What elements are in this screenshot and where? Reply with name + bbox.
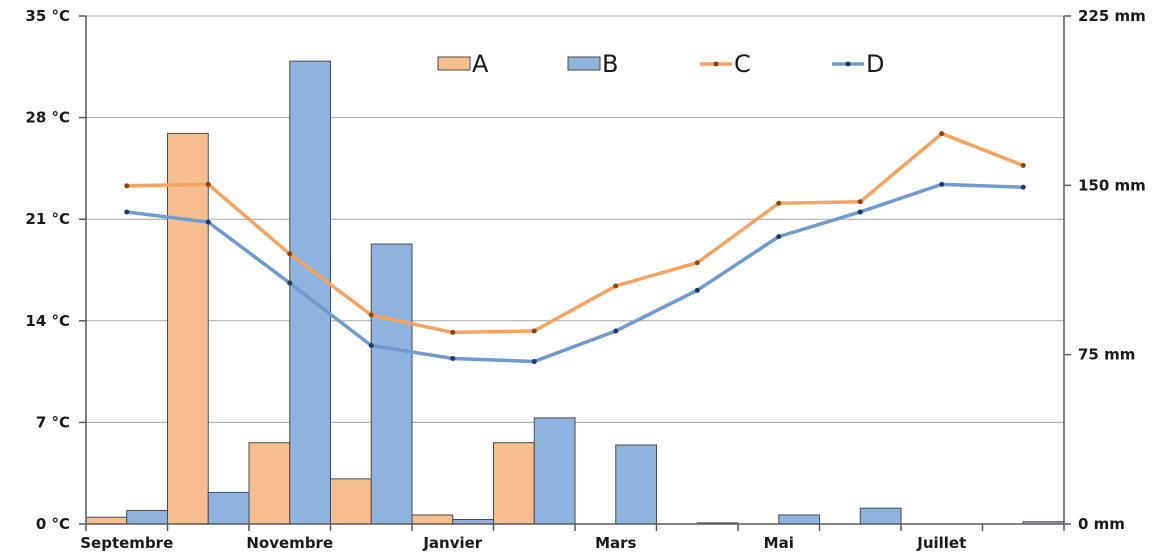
x-axis-tick-label: Mai (764, 534, 794, 552)
legend-marker-d (845, 61, 851, 67)
legend: A B C D (437, 50, 884, 78)
right-axis-tick-label: 150 mm (1078, 176, 1146, 194)
legend-label-a: A (472, 50, 489, 78)
point-c (124, 183, 130, 189)
point-c (939, 131, 945, 137)
bars (85, 60, 1065, 525)
point-d (776, 234, 782, 240)
right-axis-tick-label: 75 mm (1078, 346, 1135, 364)
left-axis-tick-label: 21 °C (25, 210, 70, 228)
bar-a (493, 442, 535, 525)
point-c (857, 199, 863, 205)
point-d (1020, 184, 1026, 190)
bar-b (615, 444, 657, 525)
bar-b (533, 417, 576, 525)
bar-b (370, 243, 413, 525)
point-d (287, 280, 293, 286)
point-d (613, 328, 619, 334)
point-c (368, 312, 374, 318)
lines (124, 131, 1026, 364)
point-c (531, 328, 537, 334)
left-axis-tick-label: 28 °C (25, 109, 70, 127)
right-axis-tick-label: 225 mm (1078, 7, 1146, 25)
point-d (694, 287, 700, 293)
legend-label-c: C (734, 50, 751, 78)
bar-b (859, 507, 902, 525)
axes (79, 15, 1071, 531)
point-d (368, 342, 374, 348)
left-axis-tick-label: 14 °C (25, 312, 70, 330)
x-axis-tick-label: Mars (595, 534, 636, 552)
left-axis-tick-label: 35 °C (25, 7, 70, 25)
right-axis-tick-label: 0 mm (1078, 515, 1125, 533)
point-d (205, 219, 211, 225)
bar-b (778, 514, 820, 525)
bar-b (289, 60, 331, 525)
point-c (613, 283, 619, 289)
legend-swatch-b (567, 56, 601, 71)
x-axis-tick-label: Novembre (246, 534, 333, 552)
point-c (450, 329, 456, 335)
bar-b (126, 509, 168, 525)
legend-swatch-a (437, 56, 471, 71)
point-c (694, 260, 700, 266)
bar-a (411, 514, 454, 525)
line-d (126, 182, 1024, 364)
point-c (287, 251, 293, 257)
point-c (776, 200, 782, 206)
x-axis-tick-label: Septembre (80, 534, 173, 552)
point-d (450, 356, 456, 362)
legend-label-b: B (602, 50, 618, 78)
x-axis-tick-label: Janvier (422, 534, 482, 552)
tick-labels: 0 °C 7 °C 14 °C 21 °C 28 °C 35 °C 0 mm 75 mm 150… (25, 7, 1145, 552)
point-c (205, 181, 211, 187)
point-d (857, 209, 863, 215)
bar-a (330, 478, 372, 525)
bar-b (207, 491, 250, 525)
bar-a (85, 516, 128, 525)
left-axis-tick-label: 7 °C (36, 413, 70, 431)
left-axis-tick-label: 0 °C (36, 515, 70, 533)
bar-a (248, 442, 291, 525)
legend-marker-c (713, 61, 719, 67)
line-c (126, 131, 1024, 335)
bar-a (167, 132, 209, 525)
point-d (939, 181, 945, 187)
point-d (124, 209, 130, 215)
x-axis-tick-label: Juillet (916, 534, 966, 552)
point-c (1020, 162, 1026, 168)
legend-label-d: D (866, 50, 884, 78)
point-d (531, 358, 537, 364)
